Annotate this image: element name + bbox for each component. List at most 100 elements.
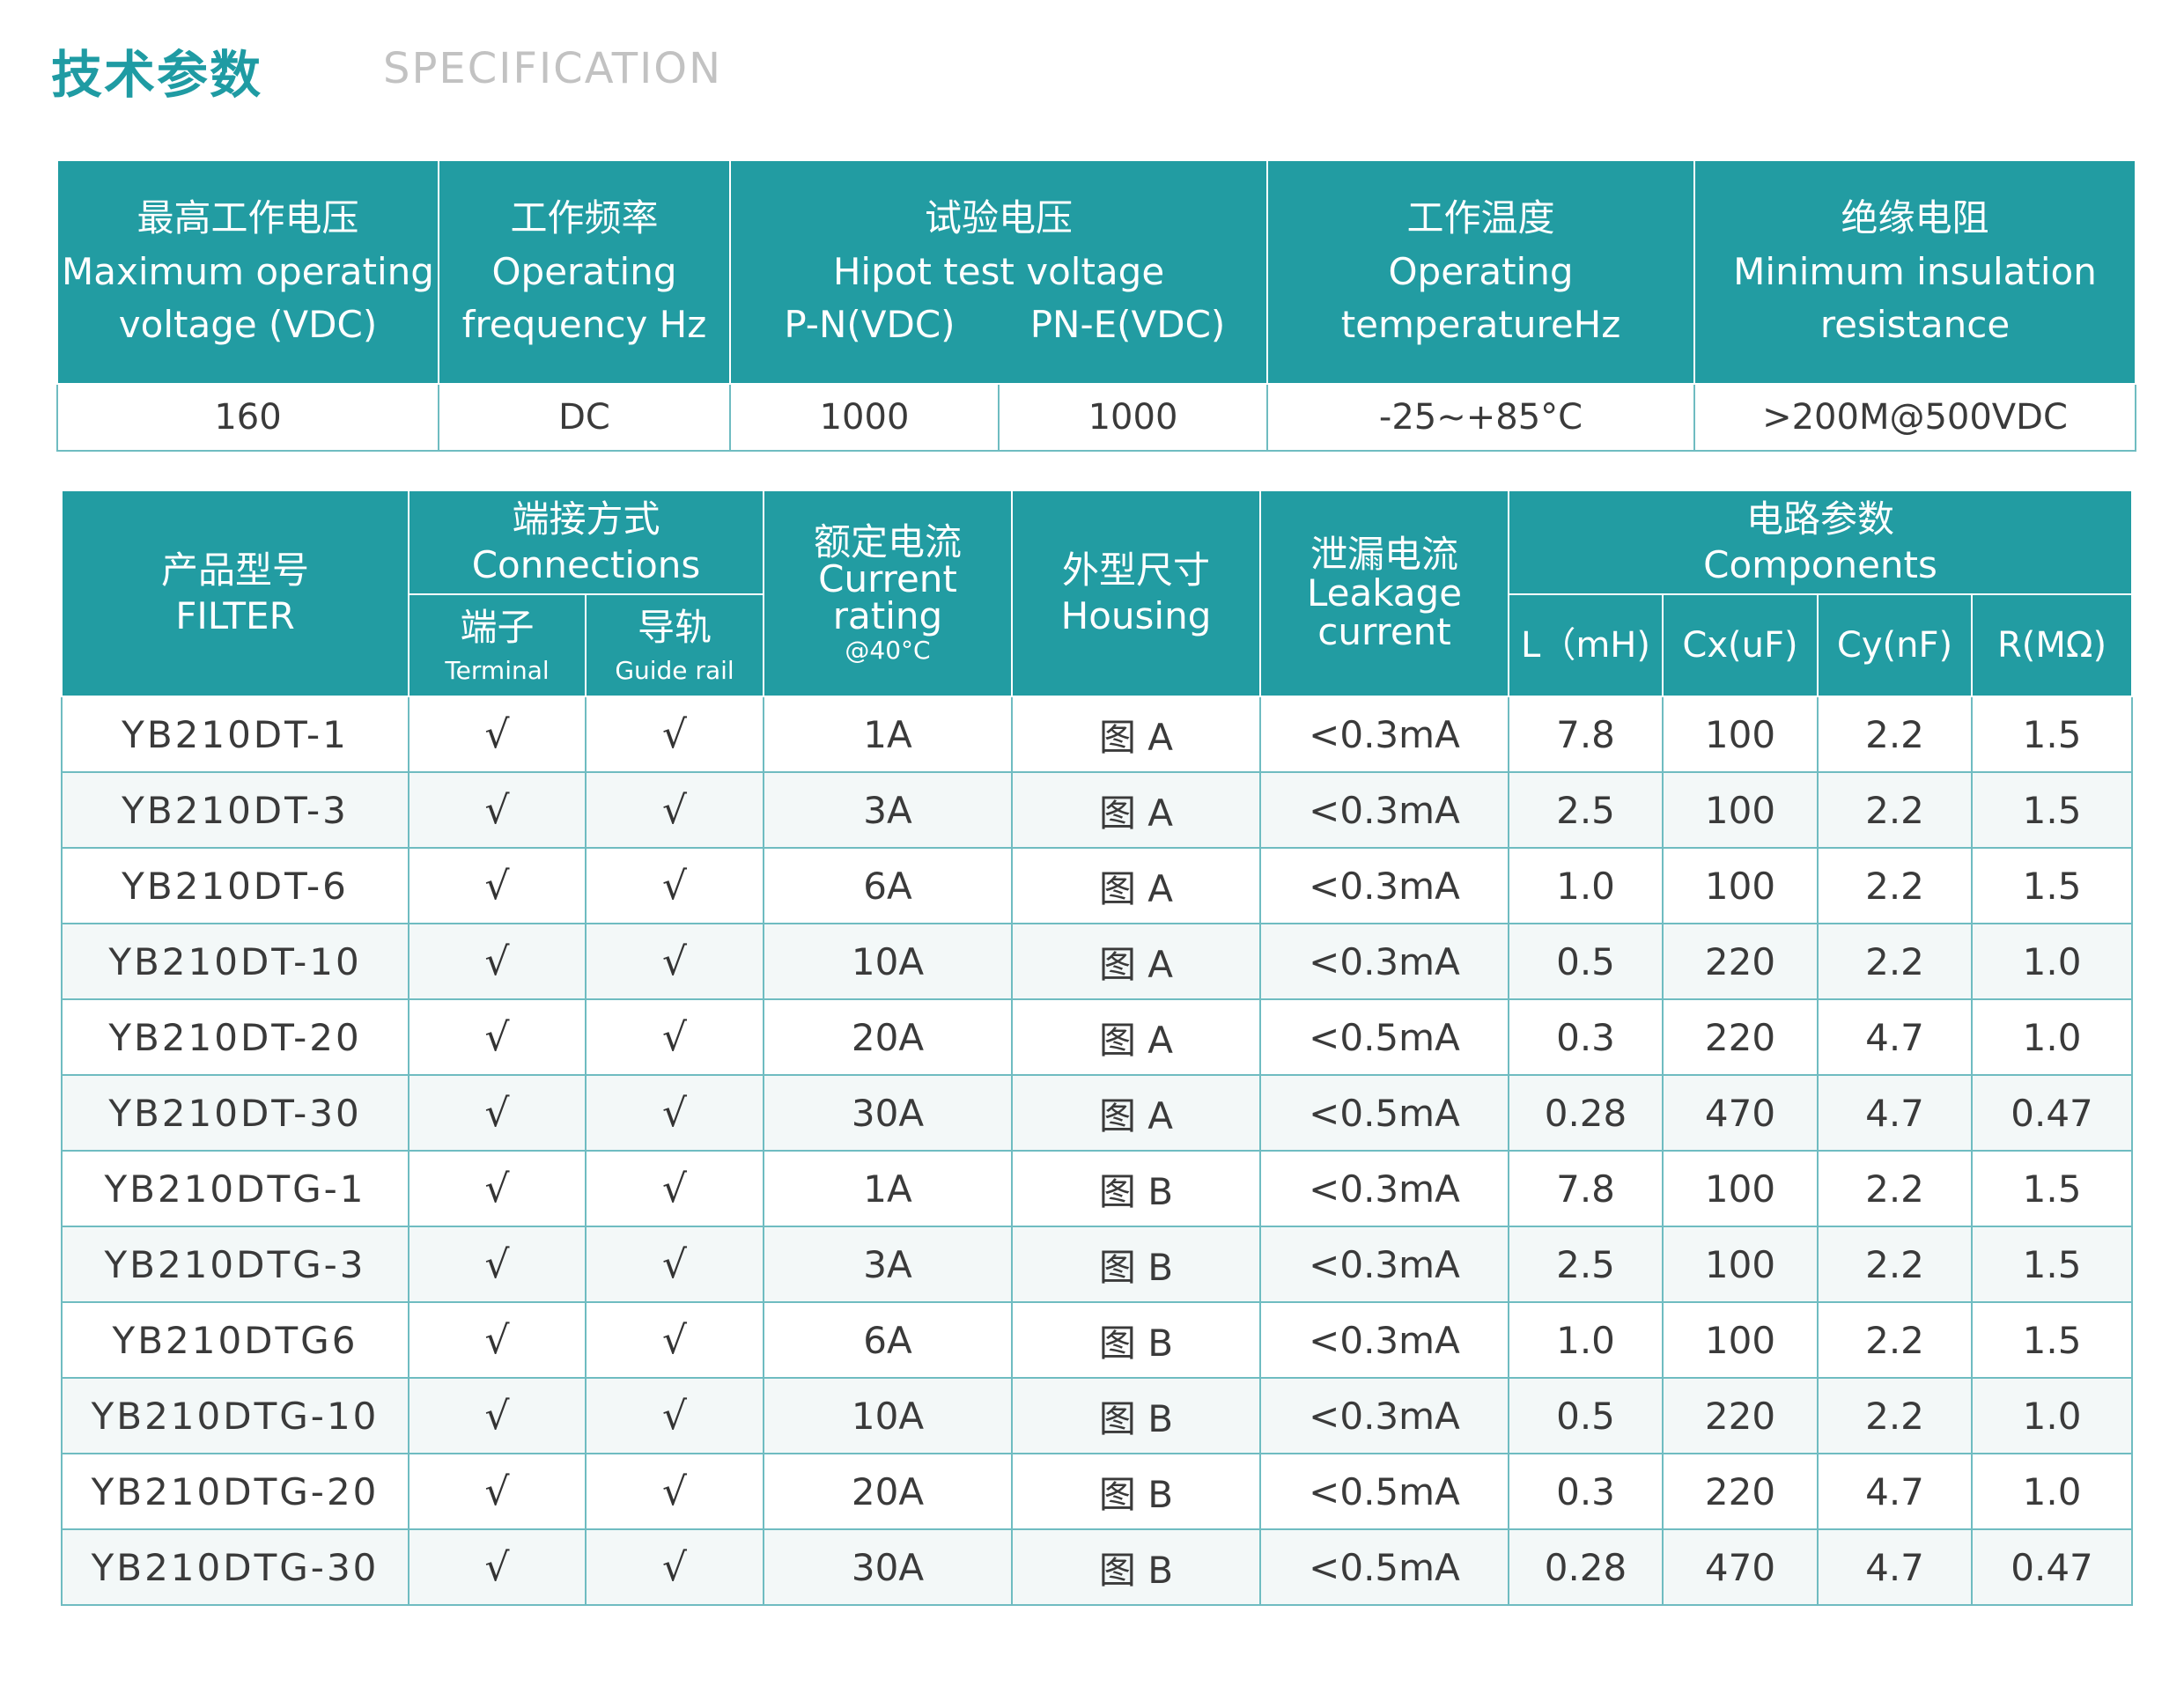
- cell-r: 1.5: [1970, 696, 2134, 773]
- cell-r: 1.0: [1970, 1453, 2134, 1530]
- cell-leakage: <0.3mA: [1259, 847, 1509, 924]
- cell-model: YB210DT-20: [61, 998, 410, 1076]
- header-connections: 端接方式 Connections: [408, 490, 764, 595]
- cell-cy: 2.2: [1817, 923, 1973, 1000]
- cell-cy: 2.2: [1817, 696, 1973, 773]
- table-row: YB210DT-3 √ √ 3A 图 A <0.3mA 2.5 100 2.2 1.5: [61, 771, 2134, 849]
- spec-table: 最高工作电压 Maximum operating voltage (VDC) 工…: [56, 159, 2136, 452]
- cell-cy: 2.2: [1817, 1226, 1973, 1303]
- page-subtitle: SPECIFICATION: [383, 44, 722, 93]
- cell-guide-rail: √: [585, 1074, 764, 1152]
- spec-header-insulation: 绝缘电阻 Minimum insulation resistance: [1693, 159, 2136, 385]
- cell-model: YB210DT-6: [61, 847, 410, 924]
- cell-cy: 4.7: [1817, 1074, 1973, 1152]
- cell-r: 1.5: [1970, 1226, 2134, 1303]
- cell-current: 6A: [763, 1301, 1013, 1379]
- cell-leakage: <0.5mA: [1259, 1528, 1509, 1606]
- cell-cx: 100: [1662, 1301, 1819, 1379]
- cell-l: 0.3: [1508, 1453, 1664, 1530]
- spec-header-temperature: 工作温度 Operating temperatureHz: [1266, 159, 1695, 385]
- cell-cy: 2.2: [1817, 847, 1973, 924]
- cell-l: 7.8: [1508, 696, 1664, 773]
- cell-current: 30A: [763, 1528, 1013, 1606]
- spec-value-temperature: -25~+85°C: [1266, 383, 1695, 452]
- cell-r: 1.5: [1970, 1301, 2134, 1379]
- cell-housing: 图 B: [1011, 1226, 1261, 1303]
- cell-l: 2.5: [1508, 1226, 1664, 1303]
- cell-housing: 图 A: [1011, 1074, 1261, 1152]
- check-mark-icon: √: [484, 1317, 510, 1363]
- cell-current: 20A: [763, 998, 1013, 1076]
- cell-l: 2.5: [1508, 771, 1664, 849]
- cell-l: 0.3: [1508, 998, 1664, 1076]
- cell-current: 1A: [763, 1150, 1013, 1227]
- check-mark-icon: √: [661, 1544, 688, 1590]
- cell-leakage: <0.3mA: [1259, 1150, 1509, 1227]
- cell-leakage: <0.3mA: [1259, 696, 1509, 773]
- check-mark-icon: √: [661, 1393, 688, 1439]
- check-mark-icon: √: [484, 1166, 510, 1211]
- cell-current: 1A: [763, 696, 1013, 773]
- cell-l: 0.5: [1508, 1377, 1664, 1454]
- cell-cx: 220: [1662, 998, 1819, 1076]
- cell-guide-rail: √: [585, 847, 764, 924]
- cell-cx: 100: [1662, 1150, 1819, 1227]
- check-mark-icon: √: [661, 1166, 688, 1211]
- header-l: L（mH): [1508, 593, 1664, 697]
- cell-l: 1.0: [1508, 1301, 1664, 1379]
- table-row: YB210DT-30 √ √ 30A 图 A <0.5mA 0.28 470 4.7 0.47: [61, 1074, 2134, 1152]
- cell-cx: 100: [1662, 771, 1819, 849]
- check-mark-icon: √: [661, 711, 688, 757]
- spec-header-frequency: 工作频率 Operating frequency Hz: [438, 159, 731, 385]
- cell-l: 1.0: [1508, 847, 1664, 924]
- cell-leakage: <0.3mA: [1259, 923, 1509, 1000]
- cell-terminal: √: [408, 1226, 587, 1303]
- cell-cx: 100: [1662, 696, 1819, 773]
- cell-cx: 220: [1662, 1453, 1819, 1530]
- check-mark-icon: √: [661, 787, 688, 833]
- check-mark-icon: √: [661, 1469, 688, 1514]
- cell-leakage: <0.5mA: [1259, 1074, 1509, 1152]
- product-table: 产品型号 FILTER 端接方式 Connections 额定电流 Curren…: [61, 490, 2134, 1606]
- cell-terminal: √: [408, 1074, 587, 1152]
- cell-housing: 图 A: [1011, 696, 1261, 773]
- cell-cy: 4.7: [1817, 998, 1973, 1076]
- check-mark-icon: √: [484, 1544, 510, 1590]
- cell-cy: 2.2: [1817, 1150, 1973, 1227]
- cell-leakage: <0.3mA: [1259, 1377, 1509, 1454]
- header-leakage: 泄漏电流 Leakage current: [1259, 490, 1509, 697]
- cell-housing: 图 B: [1011, 1150, 1261, 1227]
- spec-header-hipot-pne: PN-E(VDC): [1029, 303, 1226, 347]
- cell-cy: 2.2: [1817, 1301, 1973, 1379]
- check-mark-icon: √: [661, 939, 688, 984]
- cell-r: 1.0: [1970, 923, 2134, 1000]
- check-mark-icon: √: [661, 1090, 688, 1136]
- cell-model: YB210DTG-10: [61, 1377, 410, 1454]
- cell-l: 7.8: [1508, 1150, 1664, 1227]
- cell-terminal: √: [408, 771, 587, 849]
- cell-model: YB210DT-10: [61, 923, 410, 1000]
- table-row: YB210DT-10 √ √ 10A 图 A <0.3mA 0.5 220 2.2 1.0: [61, 923, 2134, 1000]
- cell-housing: 图 A: [1011, 998, 1261, 1076]
- cell-cx: 470: [1662, 1074, 1819, 1152]
- cell-current: 3A: [763, 1226, 1013, 1303]
- check-mark-icon: √: [484, 1014, 510, 1060]
- cell-l: 0.5: [1508, 923, 1664, 1000]
- cell-leakage: <0.5mA: [1259, 1453, 1509, 1530]
- cell-housing: 图 B: [1011, 1377, 1261, 1454]
- header-guide-rail: 导轨 Guide rail: [585, 593, 764, 697]
- cell-cy: 2.2: [1817, 1377, 1973, 1454]
- cell-leakage: <0.5mA: [1259, 998, 1509, 1076]
- cell-model: YB210DTG-20: [61, 1453, 410, 1530]
- cell-guide-rail: √: [585, 1528, 764, 1606]
- check-mark-icon: √: [484, 787, 510, 833]
- spec-value-row: 160 DC 1000 1000 -25~+85°C >200M@500VDC: [56, 383, 2136, 452]
- cell-guide-rail: √: [585, 1150, 764, 1227]
- cell-cx: 100: [1662, 847, 1819, 924]
- cell-terminal: √: [408, 1301, 587, 1379]
- spec-header-hipot-pn: P-N(VDC): [784, 303, 956, 347]
- check-mark-icon: √: [484, 939, 510, 984]
- spec-header-hipot: 试验电压 Hipot test voltage P-N(VDC) PN-E(VD…: [729, 159, 1268, 385]
- cell-guide-rail: √: [585, 696, 764, 773]
- spec-value-voltage: 160: [56, 383, 439, 452]
